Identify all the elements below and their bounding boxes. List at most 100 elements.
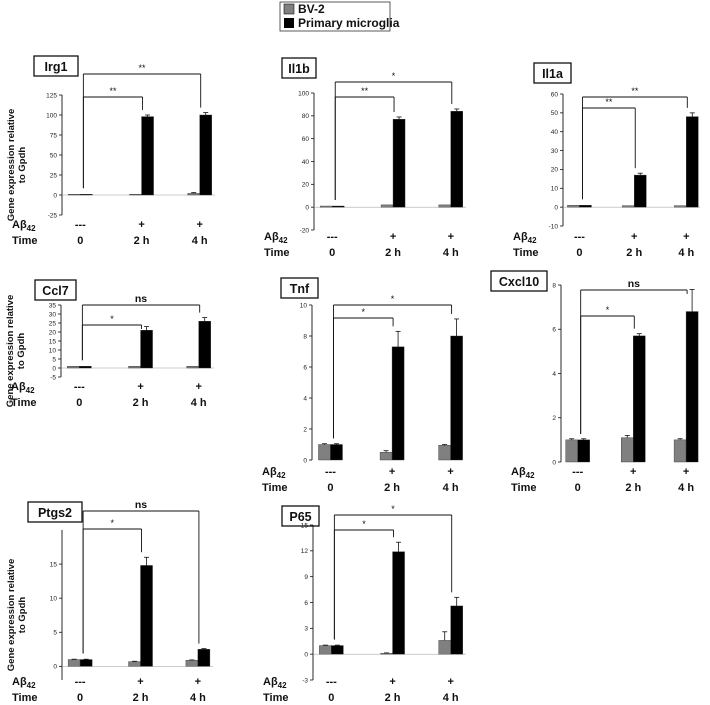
treatment-label: Aβ42 [513,231,537,245]
sig-label: * [362,307,366,317]
time-label: Time [12,692,37,704]
y-tick-label: 2 [303,426,307,433]
time-value-1: 2 h [385,247,401,259]
panel-title: Ccl7 [42,284,68,298]
y-tick-label: 35 [49,302,57,309]
time-value-2: 4 h [191,397,207,409]
y-tick-label: 0 [305,204,309,211]
bar-primary-1 [392,551,405,655]
y-tick-label: 50 [50,152,58,159]
panel-title: Cxcl10 [499,275,539,289]
bar-primary-2 [198,321,211,369]
bar-primary-1 [634,174,647,208]
sig-label: * [392,71,396,81]
y-tick-label: -20 [300,227,310,234]
y-tick-label: 40 [302,159,310,166]
bar-bv2-1 [622,205,635,208]
y-tick-label: 0 [304,651,308,658]
bar-bv2-1 [380,204,394,208]
y-axis-label-line1: Gene expression relative [5,295,16,407]
bar-primary-2 [199,114,212,196]
y-tick-label: 25 [50,172,58,179]
bar-bv2-0 [67,659,81,667]
time-label: Time [262,482,287,494]
sig-label: ** [631,86,639,96]
y-tick-label: 30 [551,148,559,155]
legend-swatch-primary [284,18,294,28]
panel-ccl7: Ccl7 -5 0 5 10 15 20 25 30 35 Gene expression rela… [5,279,214,409]
panel-title-box [533,62,572,84]
treatment-label-sub: 42 [526,471,535,480]
sig-label: ns [135,293,147,305]
y-axis-label: Gene expression relativeto Gpdh [6,109,28,221]
time-label: Time [511,482,536,494]
panel-title-box [280,277,319,299]
bar-bv2-0 [319,645,332,655]
y-tick-label: 10 [49,347,57,354]
treatment-label-sub: 42 [277,471,286,480]
bar-primary-2 [685,311,699,463]
time-label: Time [11,397,36,409]
treatment-value-0: --- [327,231,338,243]
treatment-value-2: + [683,466,689,478]
y-tick-label: 0 [303,457,307,464]
treatment-value-1: + [138,219,144,231]
bar-bv2-1 [379,452,393,461]
time-value-1: 2 h [385,692,401,704]
treatment-label-sub: 42 [279,236,288,245]
bar-bv2-2 [438,445,451,461]
sig-label: ** [605,97,613,107]
sig-label: * [110,314,114,324]
treatment-label-main: Aβ [511,466,526,478]
y-tick-label: 5 [52,356,56,363]
y-tick-label: 2 [552,415,556,422]
sig-label: ** [361,86,369,96]
treatment-value-1: + [631,231,637,243]
bar-bv2-2 [673,439,687,463]
treatment-value-0: --- [74,381,85,393]
treatment-value-2: + [447,676,453,688]
treatment-value-2: + [447,466,453,478]
y-tick-label: 8 [303,333,307,340]
bar-bv2-0 [67,366,80,369]
y-tick-label: 0 [554,204,558,211]
treatment-label-main: Aβ [513,231,528,243]
bar-bv2-2 [438,640,451,655]
y-tick-label: 3 [304,626,308,633]
treatment-value-2: + [195,381,201,393]
sig-label: * [606,305,610,315]
treatment-value-2: + [196,219,202,231]
time-label: Time [12,235,37,247]
y-tick-label: 4 [552,371,556,378]
bar-primary-0 [577,439,590,463]
bar-primary-0 [330,444,343,461]
treatment-label-sub: 42 [528,236,537,245]
bar-primary-0 [79,366,92,369]
treatment-label: Aβ42 [262,466,286,480]
panel-title-box [281,57,317,79]
bar-bv2-1 [128,661,141,667]
sig-label: ns [135,499,147,511]
bar-bv2-2 [438,204,451,208]
time-value-2: 4 h [443,247,459,259]
time-value-0: 0 [328,692,334,704]
panel-title: Irg1 [45,60,68,74]
y-tick-label: 15 [50,561,58,568]
treatment-value-1: + [630,466,636,478]
panel-ptgs2: Ptgs2 0 5 10 15 Gene expression relativeto Gp… [6,499,213,704]
treatment-label-sub: 42 [278,681,287,690]
time-value-1: 2 h [626,247,642,259]
treatment-label-main: Aβ [263,676,278,688]
y-tick-label: -10 [549,223,559,230]
time-value-2: 4 h [190,692,206,704]
panel-cxcl10: Cxcl10 0 2 4 6 8 * ns Aβ42 Time --- 0 +2 h +4 h [490,270,699,494]
bar-primary-2 [197,649,211,667]
y-tick-label: 6 [552,327,556,334]
legend-label-primary: Primary microglia [298,16,400,30]
time-value-0: 0 [575,482,581,494]
bar-bv2-2 [674,205,687,208]
treatment-label-sub: 42 [27,681,36,690]
bar-bv2-2 [186,366,199,369]
bar-primary-0 [331,645,344,655]
bar-primary-1 [392,119,406,208]
